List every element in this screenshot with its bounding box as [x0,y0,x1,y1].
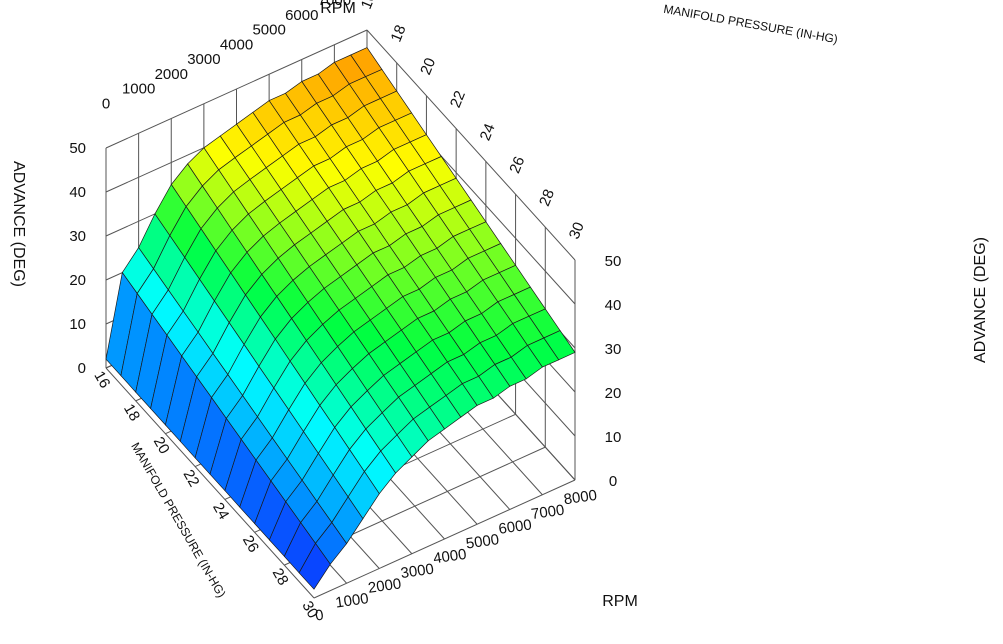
right-advance-tick-label: 0 [609,473,617,490]
top-map-tick-label: 28 [536,187,558,209]
right-advance-tick-label: 10 [605,429,622,446]
front-rpm-tick-label: 0 [314,607,325,625]
left-advance-tick-label: 50 [69,140,86,157]
left-map-tick-label: 24 [209,500,232,523]
top-map-tick-label: 20 [417,56,439,78]
left-advance-tick-label: 30 [69,228,86,245]
top-map-tick-label: 24 [477,121,499,143]
top-rpm-tick-label: 5000 [252,22,285,39]
front-rpm-tick-label: 6000 [497,516,532,537]
floor-rpm-line [105,367,315,599]
right-advance-axis-title: ADVANCE (DEG) [972,237,989,363]
left-map-tick-label: 26 [239,533,262,556]
top-map-axis-title: MANIFOLD PRESSURE (IN-HG) [662,2,838,46]
top-rpm-tick-label: 3000 [187,51,220,68]
top-map-tick-label: 18 [388,23,410,45]
front-rpm-tick-label: 3000 [400,561,435,582]
top-rpm-tick-label: 7000 [318,0,351,9]
left-advance-tick-label: 40 [69,184,86,201]
top-map-tick-label: 22 [447,88,469,110]
top-rpm-axis-title: RPM [320,0,356,17]
left-advance-tick-label: 0 [78,360,86,377]
surface-mesh [105,47,576,590]
right-advance-tick-label: 30 [605,341,622,358]
left-map-tick-label: 22 [180,467,203,490]
top-rpm-tick-label: 4000 [220,36,253,53]
surface-cell [298,542,331,590]
floor-map-line [313,479,576,599]
front-rpm-tick-label: 4000 [432,546,467,567]
left-advance-tick-label: 20 [69,272,86,289]
top-map-tick-label: 26 [506,154,528,176]
top-map-tick-label: 30 [566,220,588,242]
front-rpm-tick-label: 7000 [530,502,565,523]
left-map-tick-label: 18 [120,401,143,424]
top-rpm-tick-label: 0 [102,95,110,112]
right-advance-tick-label: 40 [605,297,622,314]
left-map-tick-label: 16 [90,368,113,391]
left-map-tick-label: 28 [269,565,292,588]
top-rpm-tick-label: 1000 [122,81,155,98]
left-map-tick-label: 20 [150,434,173,457]
front-rpm-tick-label: 2000 [367,575,402,596]
map-wall-level-line [366,29,576,261]
front-rpm-tick-label: 5000 [465,531,500,552]
left-advance-axis-title: ADVANCE (DEG) [10,161,27,287]
top-rpm-tick-label: 6000 [285,7,318,24]
left-map-tick-label: 30 [298,598,321,621]
top-rpm-tick-label: 2000 [155,66,188,83]
right-advance-tick-label: 20 [605,385,622,402]
right-advance-tick-label: 50 [605,253,622,270]
top-map-tick-label: 16 [358,0,380,12]
front-rpm-axis-title: RPM [602,593,638,610]
front-rpm-tick-label: 1000 [334,590,369,611]
left-advance-tick-label: 10 [69,316,86,333]
rpm-wall-level-line [105,29,368,149]
front-rpm-tick-label: 8000 [563,487,598,508]
